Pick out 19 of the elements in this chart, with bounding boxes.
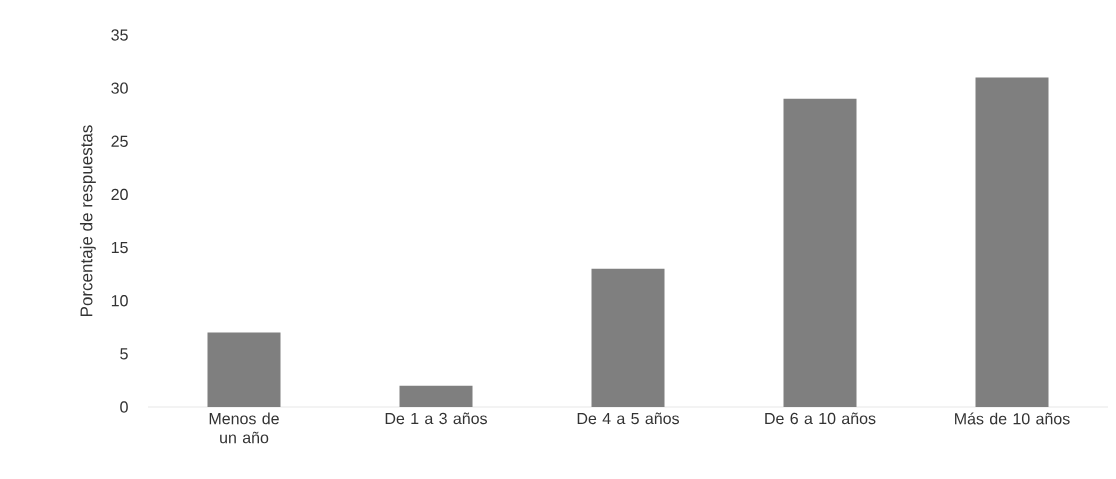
y-tick-label: 35 — [111, 29, 128, 41]
y-tick-label: 5 — [120, 348, 128, 360]
y-tick-label: 10 — [111, 295, 128, 307]
x-tick-label: De 4 a 5 años — [577, 412, 679, 425]
y-tick-label: 15 — [111, 241, 128, 254]
bar — [591, 268, 665, 407]
x-tick-label: De 1 a 3 años — [385, 412, 487, 425]
x-tick-label: Más de 10 años — [955, 412, 1070, 425]
y-axis-title: Porcentaje de respuestas — [79, 125, 96, 316]
y-tick-label: 20 — [111, 188, 128, 201]
bar — [783, 98, 857, 407]
bar — [399, 385, 473, 407]
bar — [975, 77, 1049, 407]
x-tick-label: De 6 a 10 años — [765, 412, 876, 425]
y-tick-label: 25 — [111, 135, 128, 147]
y-tick-label: 0 — [120, 401, 128, 413]
x-tick-label: Menos de un año — [209, 412, 279, 444]
bar — [207, 332, 281, 407]
y-tick-label: 30 — [111, 82, 128, 94]
